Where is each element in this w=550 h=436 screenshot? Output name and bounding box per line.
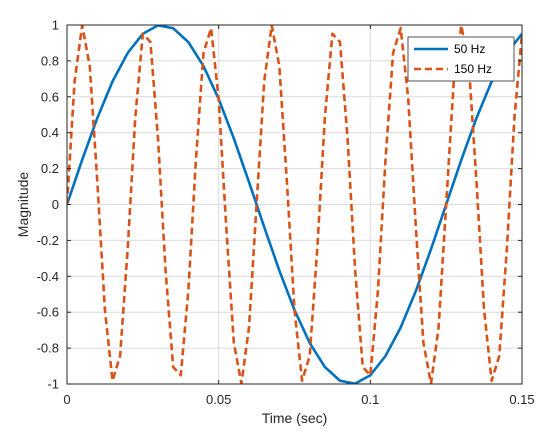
y-tick-label: -1 xyxy=(47,377,59,392)
y-tick-label: -0.4 xyxy=(37,269,59,284)
y-tick-label: 1 xyxy=(52,18,59,33)
ticks xyxy=(66,24,523,385)
y-axis-title: Magnitude xyxy=(15,172,31,238)
y-tick-label: -0.2 xyxy=(37,233,59,248)
y-tick-label: 0.6 xyxy=(41,89,59,104)
legend-box xyxy=(407,36,515,82)
y-tick-label: -0.6 xyxy=(37,305,59,320)
y-tick-label: 0.2 xyxy=(41,161,59,176)
x-tick-label: 0.1 xyxy=(361,392,379,407)
legend-label-50hz: 50 Hz xyxy=(454,42,485,56)
legend-label-150hz: 150 Hz xyxy=(454,62,492,76)
series-group xyxy=(67,25,522,384)
tick-labels: 0 0.05 0.1 0.15 -1 -0.8 -0.6 -0.4 -0.2 0 0.2 0.4 0.6… xyxy=(37,18,535,408)
y-tick-label: 0.4 xyxy=(41,125,59,140)
x-tick-label: 0.15 xyxy=(509,392,534,407)
legend: 50 Hz 150 Hz xyxy=(407,36,515,82)
y-tick-label: 0.8 xyxy=(41,53,59,68)
x-tick-label: 0 xyxy=(63,392,70,407)
x-tick-label: 0.05 xyxy=(206,392,231,407)
y-tick-label: 0 xyxy=(52,197,59,212)
x-axis-title: Time (sec) xyxy=(262,410,328,426)
y-tick-label: -0.8 xyxy=(37,341,59,356)
series-line-150hz xyxy=(67,25,522,384)
